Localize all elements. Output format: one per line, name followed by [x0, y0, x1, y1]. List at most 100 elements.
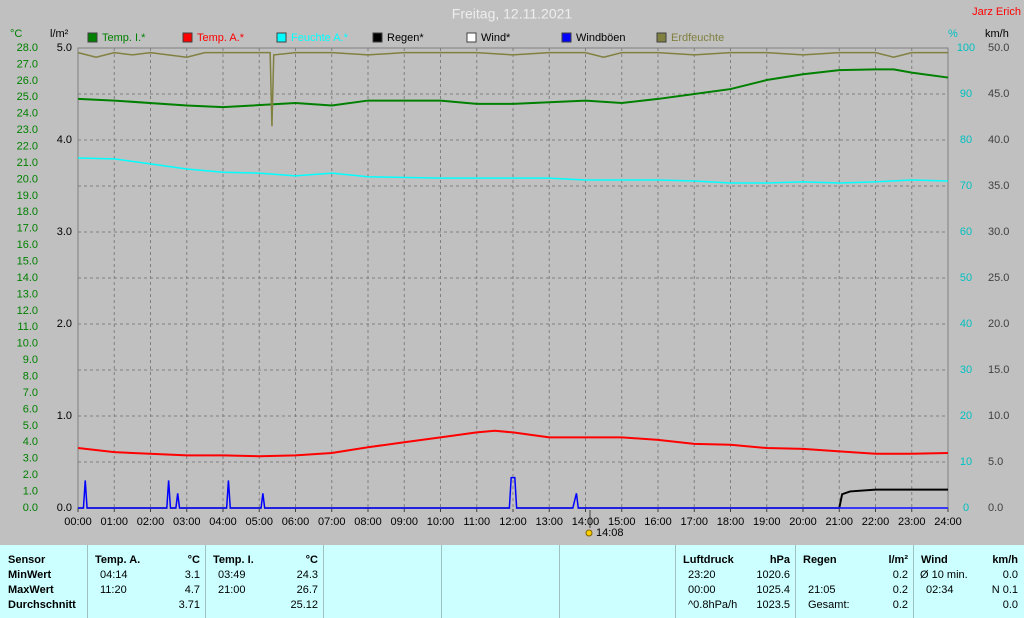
y2-tick-label: 4.0: [57, 134, 72, 146]
cell-value: 26.7: [296, 584, 318, 596]
legend-swatch: [276, 32, 287, 43]
cell-value: 0.0: [1002, 599, 1018, 611]
series-line: [77, 429, 949, 458]
y3-tick-label: 30: [960, 364, 972, 376]
group-header: Wind: [921, 554, 948, 566]
y3-tick-label: 80: [960, 134, 972, 146]
chart-title: Freitag, 12.11.2021: [452, 6, 573, 22]
panel: [914, 545, 1024, 618]
y4-tick-label: 0.0: [988, 502, 1003, 514]
group-unit: l/m²: [888, 554, 908, 566]
y-tick-label: 27.0: [17, 58, 38, 70]
cell-label: 23:20: [688, 569, 716, 581]
cell-label: 00:00: [688, 584, 716, 596]
x-tick-label: 03:00: [173, 516, 201, 528]
y-tick-label: 5.0: [23, 420, 38, 432]
y-tick-label: 25.0: [17, 91, 38, 103]
y-tick-label: 23.0: [17, 124, 38, 136]
y2-tick-label: 1.0: [57, 410, 72, 422]
y-tick-label: 8.0: [23, 370, 38, 382]
series-line: [77, 157, 949, 184]
x-tick-label: 23:00: [898, 516, 926, 528]
legend-swatch: [372, 32, 383, 43]
cell-value: N 0.1: [991, 584, 1018, 596]
y-tick-label: 19.0: [17, 190, 38, 202]
x-tick-label: 09:00: [390, 516, 418, 528]
cell-label: 21:00: [218, 584, 246, 596]
y-tick-label: 20.0: [17, 173, 38, 185]
y4-tick-label: 15.0: [988, 364, 1009, 376]
series-line: [77, 68, 949, 109]
group-unit: °C: [187, 554, 200, 566]
author: Jarz Erich: [972, 6, 1021, 18]
x-tick-label: 17:00: [680, 516, 708, 528]
panel: [560, 545, 676, 618]
cell-label: 03:49: [218, 569, 246, 581]
y4-tick-label: 30.0: [988, 226, 1009, 238]
x-tick-label: 20:00: [789, 516, 817, 528]
group-header: Luftdruck: [683, 554, 734, 566]
y3-tick-label: 70: [960, 180, 972, 192]
y2-axis-label: l/m²: [50, 28, 69, 40]
cell-value: 24.3: [296, 569, 318, 581]
y3-tick-label: 90: [960, 88, 972, 100]
y-tick-label: 11.0: [17, 321, 38, 333]
cell-value: 1023.5: [756, 599, 790, 611]
y2-tick-label: 3.0: [57, 226, 72, 238]
y-tick-label: 9.0: [23, 354, 38, 366]
y-tick-label: 1.0: [23, 485, 38, 497]
series-line: [78, 476, 948, 509]
y3-tick-label: 40: [960, 318, 972, 330]
panel: [442, 545, 560, 618]
x-tick-label: 21:00: [825, 516, 853, 528]
y3-tick-label: 0: [963, 502, 969, 514]
chart: Freitag, 12.11.2021 Jarz Erich °C l/m² %…: [10, 6, 1021, 539]
y-tick-label: 24.0: [17, 108, 38, 120]
x-tick-label: 10:00: [427, 516, 455, 528]
y-tick-label: 3.0: [23, 453, 38, 465]
cell-label: ^0.8hPa/h: [688, 599, 738, 611]
y4-tick-label: 40.0: [988, 134, 1009, 146]
legend-label: Erdfeuchte: [671, 32, 724, 44]
group-header: Temp. A.: [95, 554, 141, 566]
x-tick-label: 15:00: [608, 516, 636, 528]
y-tick-label: 13.0: [17, 288, 38, 300]
cell-value: 3.1: [184, 569, 200, 581]
y-tick-label: 18.0: [17, 206, 38, 218]
panel: [88, 545, 206, 618]
x-tick-label: 02:00: [137, 516, 165, 528]
cell-label: 11:20: [100, 584, 127, 596]
y-tick-label: 4.0: [23, 436, 38, 448]
panel: [0, 545, 88, 618]
x-tick-label: 11:00: [463, 516, 490, 528]
cell-label: Gesamt:: [808, 599, 850, 611]
y-tick-label: 28.0: [17, 42, 38, 54]
panel: [676, 545, 796, 618]
legend-label: Temp. I.*: [102, 32, 146, 44]
y2-tick-label: 0.0: [57, 502, 72, 514]
y2-tick-label: 2.0: [57, 318, 72, 330]
y-tick-label: 17.0: [17, 223, 38, 235]
y3-tick-label: 100: [957, 42, 975, 54]
legend-swatch: [466, 32, 477, 43]
legend-label: Regen*: [387, 32, 424, 44]
cell-value: 4.7: [184, 584, 200, 596]
y-tick-label: 22.0: [17, 140, 38, 152]
x-tick-label: 19:00: [753, 516, 781, 528]
y4-tick-label: 45.0: [988, 88, 1009, 100]
y2-tick-label: 5.0: [57, 42, 72, 54]
y-tick-label: 7.0: [23, 387, 38, 399]
y4-tick-label: 25.0: [988, 272, 1009, 284]
x-tick-label: 07:00: [318, 516, 346, 528]
legend-swatch: [656, 32, 667, 43]
x-tick-label: 14:00: [572, 516, 600, 528]
cell-label: 21:05: [808, 584, 836, 596]
group-unit: hPa: [769, 554, 790, 566]
legend-label: Wind*: [481, 32, 511, 44]
cell-value: 25.12: [290, 599, 318, 611]
y-tick-label: 14.0: [17, 272, 38, 284]
y3-tick-label: 50: [960, 272, 972, 284]
panel: [206, 545, 324, 618]
cell-value: 1025.4: [756, 584, 790, 596]
